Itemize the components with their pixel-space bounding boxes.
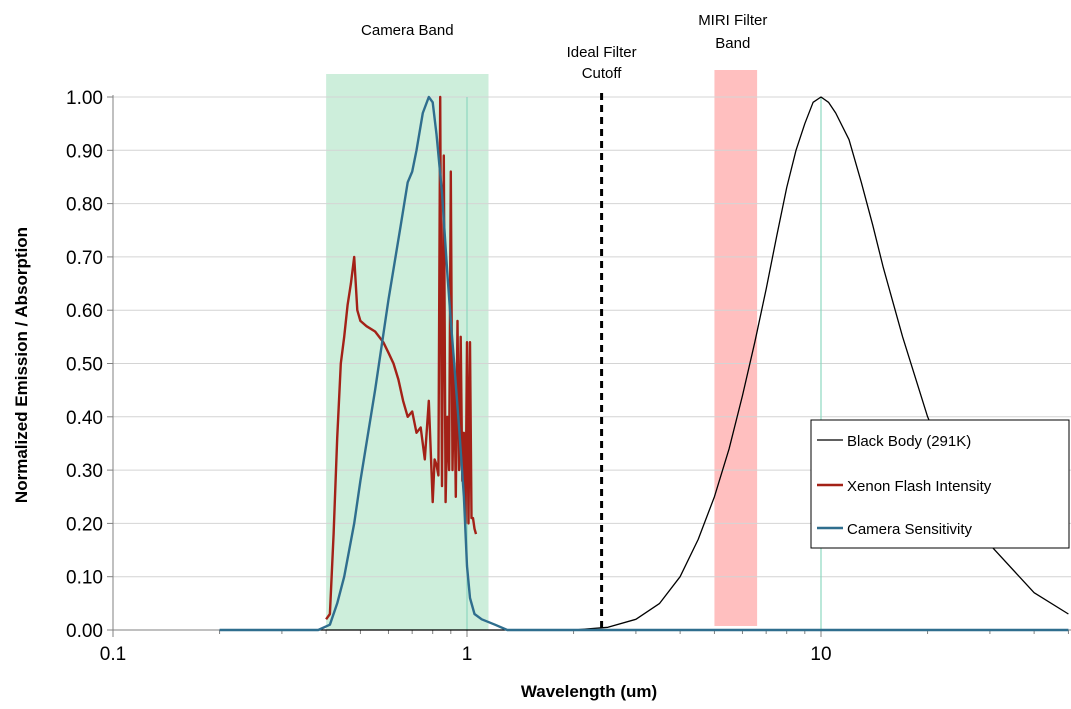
x-tick-label: 1 — [462, 644, 473, 665]
series-line-xenon-flash-intensity — [325, 95, 478, 620]
series-layer — [219, 95, 1069, 632]
y-tick-label: 0.80 — [66, 195, 103, 216]
reference-lines — [466, 93, 822, 630]
y-tick-label: 0.00 — [66, 621, 103, 642]
y-tick-label: 1.00 — [66, 88, 103, 109]
y-tick-label: 0.10 — [66, 568, 103, 589]
series-line-camera-sensitivity — [219, 95, 1069, 632]
gridlines — [113, 96, 1071, 578]
x-axis-title: Wavelength (um) — [521, 682, 657, 701]
y-tick-label: 0.90 — [66, 141, 103, 162]
legend: Black Body (291K) Xenon Flash Intensity Ca… — [810, 419, 1070, 549]
legend-entry: Xenon Flash Intensity — [847, 478, 992, 495]
filter-cutoff-label-line1: Ideal Filter — [567, 44, 637, 61]
miri-band-label-line2: Band — [715, 35, 750, 52]
legend-box — [810, 419, 1070, 549]
legend-entry: Camera Sensitivity — [847, 521, 973, 538]
x-tick-label: 10 — [810, 644, 831, 665]
y-tick-label: 0.70 — [66, 248, 103, 269]
x-tick-label: 0.1 — [100, 644, 126, 665]
band-layer — [326, 70, 758, 630]
y-tick-label: 0.60 — [66, 301, 103, 322]
series-line-black-body-291k — [219, 96, 1069, 631]
axes: 0.00 0.10 0.20 0.30 0.40 0.50 0.60 0.70 0.80 0.90… — [66, 88, 1071, 665]
y-tick-label: 0.20 — [66, 514, 103, 535]
miri-band-region — [714, 70, 758, 626]
filter-cutoff-label-line2: Cutoff — [582, 65, 623, 82]
legend-entry: Black Body (291K) — [847, 433, 971, 450]
miri-band-label-line1: MIRI Filter — [698, 12, 767, 29]
camera-band-label: Camera Band — [361, 22, 454, 39]
y-tick-label: 0.50 — [66, 355, 103, 376]
y-axis-title: Normalized Emission / Absorption — [12, 227, 31, 503]
y-tick-label: 0.40 — [66, 408, 103, 429]
annotations: Camera Band Ideal Filter Cutoff MIRI Filter… — [361, 12, 767, 82]
y-tick-label: 0.30 — [66, 461, 103, 482]
